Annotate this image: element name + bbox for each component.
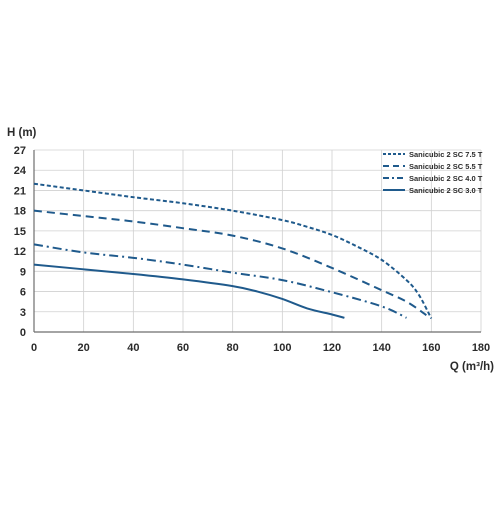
series-line-3 (33, 243, 407, 319)
x-tick-label: 0 (31, 342, 37, 354)
grid (34, 149, 482, 332)
axes: 0 3 6 9 12 15 18 21 24 27 0 20 40 60 80 100 120 140 160 180 (14, 145, 490, 354)
legend-label: Sanicubic 2 SC 3.0 T (409, 186, 483, 195)
x-tick-label: 80 (227, 342, 239, 354)
x-tick-label: 20 (78, 342, 90, 354)
series-lines (33, 182, 433, 319)
x-tick-label: 140 (372, 342, 390, 354)
legend-label: Sanicubic 2 SC 5.5 T (409, 162, 483, 171)
y-tick-label: 6 (20, 287, 26, 299)
series-line-2 (33, 209, 427, 316)
y-tick-label: 12 (14, 246, 26, 258)
y-tick-label: 3 (20, 307, 26, 319)
x-tick-label: 60 (177, 342, 189, 354)
y-axis-title: H (m) (7, 127, 37, 139)
y-tick-label: 18 (14, 206, 26, 218)
x-axis-title: Q (m³/h) (450, 361, 494, 373)
series-line-1 (33, 182, 433, 319)
x-tick-label: 160 (422, 342, 440, 354)
y-tick-label: 9 (20, 266, 26, 278)
x-tick-label: 180 (472, 342, 490, 354)
legend-label: Sanicubic 2 SC 4.0 T (409, 174, 483, 183)
y-tick-label: 24 (14, 165, 27, 177)
legend-label: Sanicubic 2 SC 7.5 T (409, 150, 483, 159)
y-tick-label: 0 (20, 327, 26, 339)
series-line-4 (33, 263, 345, 319)
y-tick-label: 15 (14, 226, 26, 238)
y-tick-label: 21 (14, 185, 26, 197)
x-tick-label: 120 (323, 342, 341, 354)
y-tick-label: 27 (14, 145, 26, 157)
x-tick-label: 100 (273, 342, 291, 354)
legend: Sanicubic 2 SC 7.5 T Sanicubic 2 SC 5.5 T… (383, 150, 483, 195)
x-tick-label: 40 (127, 342, 139, 354)
